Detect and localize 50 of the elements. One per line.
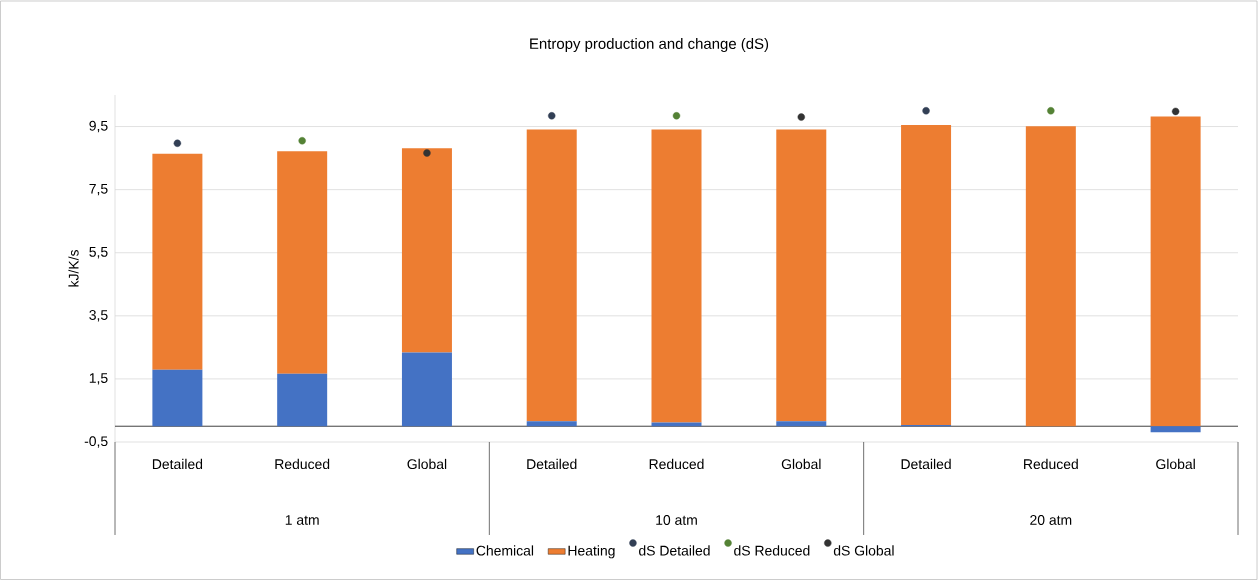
point [173,139,182,147]
y-tick-label: 3,5 [89,310,108,322]
bar [776,421,827,427]
bar [651,129,702,423]
point [797,113,805,121]
legend-label: dS Detailed [639,545,710,556]
point [423,149,431,157]
y-tick-label: 1,5 [89,373,108,385]
x-tick-label: Detailed [527,458,577,470]
y-axis-title: kJ/K/s [68,250,79,287]
legend-label: Heating [568,545,615,559]
bar [152,369,203,427]
y-tick-label: 7,5 [89,183,108,196]
x-tick-label: Reduced [275,458,330,470]
bar [1150,116,1201,427]
point [298,137,306,145]
bar [526,421,577,427]
point [922,107,930,115]
bar [901,124,952,425]
point [672,112,681,120]
bar [1150,426,1201,433]
point [1171,107,1180,116]
legend-label: Chemical [476,545,534,556]
bar [401,148,452,353]
bar [1025,126,1076,427]
x-tick-label: Reduced [649,458,704,470]
x-tick-label: Reduced [1024,458,1078,470]
legend-label: dS Reduced [734,545,810,556]
bar [526,129,577,422]
point [1047,107,1055,115]
bar [277,151,328,374]
bar [776,129,827,422]
text: 20 atm [1030,515,1072,525]
point [548,112,556,120]
y-tick-label: -0,5 [84,436,108,448]
bar [277,373,328,427]
y-tick-label: 5,5 [89,247,108,259]
x-tick-label: Global [781,458,821,470]
bar [651,422,702,427]
text: 10 atm [656,515,697,525]
x-tick-label: Detailed [152,458,203,470]
y-tick-label: 9,5 [89,120,108,133]
text: 1 atm [285,515,319,525]
bar [152,153,203,370]
x-tick-label: Detailed [901,458,951,470]
x-tick-label: Global [407,458,447,470]
bar [401,352,452,427]
chart-title: Entropy production and change (dS) [530,38,769,52]
legend-label: dS Global [833,545,894,556]
x-tick-label: Global [1156,458,1195,470]
